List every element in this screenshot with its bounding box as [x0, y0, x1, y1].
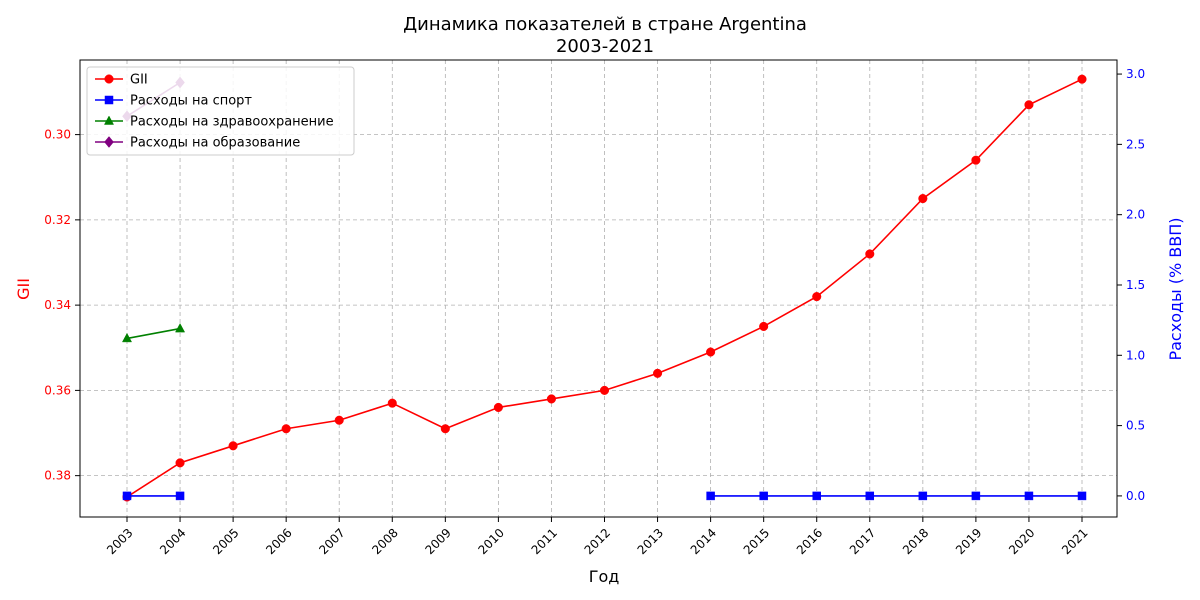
x-tick-label: 2011 [529, 526, 560, 557]
data-point [334, 415, 344, 425]
y-right-tick-label: 2.0 [1126, 208, 1145, 222]
data-point [493, 402, 503, 412]
data-point [1024, 491, 1034, 501]
x-tick-label: 2003 [104, 526, 135, 557]
data-point [865, 249, 875, 259]
legend: GII Расходы на спорт Расходы на здравоохра… [86, 66, 355, 156]
x-axis-label: Год [589, 567, 620, 586]
data-point [175, 323, 186, 333]
legend-label: GII [130, 73, 148, 88]
data-point [759, 491, 768, 501]
legend-label: Расходы на спорт [130, 94, 252, 109]
y-right-tick-label: 3.0 [1126, 67, 1145, 81]
y-right-tick-label: 0.5 [1126, 419, 1145, 433]
legend-marker [104, 74, 114, 84]
x-tick-label: 2005 [210, 526, 241, 557]
data-point [281, 424, 291, 434]
x-tick-label: 2004 [157, 526, 188, 557]
x-tick-label: 2007 [316, 526, 347, 557]
series-2 [121, 323, 186, 343]
x-tick-label: 2019 [953, 526, 984, 557]
data-point [971, 491, 981, 501]
y-right-tick-label: 0.0 [1126, 489, 1145, 503]
x-tick-label: 2015 [741, 526, 772, 557]
y-right-tick-label: 1.5 [1126, 278, 1145, 292]
y-right-tick-label: 2.5 [1126, 137, 1145, 151]
data-point [812, 491, 821, 501]
plot-frame [79, 59, 1118, 518]
legend-box [86, 66, 355, 156]
legend-marker [104, 136, 114, 148]
data-point [1024, 100, 1034, 110]
data-point [546, 394, 556, 404]
legend-marker [104, 95, 114, 105]
x-tick-label: 2017 [847, 526, 878, 557]
y-right-tick-label: 1.0 [1126, 348, 1145, 362]
x-tick-label: 2014 [688, 526, 719, 557]
y-axis-right-label: Расходы (% ВВП) [1166, 217, 1185, 360]
data-point [812, 292, 822, 302]
legend-marker [103, 115, 115, 125]
chart-subtitle: 2003-2021 [556, 36, 654, 57]
data-point [387, 398, 397, 408]
y-left-tick-label: 0.38 [44, 469, 71, 483]
y-left-tick-label: 0.30 [44, 128, 71, 142]
legend-label: Расходы на здравоохранение [130, 115, 334, 130]
data-point [1077, 491, 1087, 501]
legend-item: Расходы на спорт [95, 94, 252, 109]
data-point [121, 332, 133, 343]
data-point [122, 491, 132, 501]
data-point [971, 155, 981, 165]
data-point [653, 368, 663, 378]
data-point [228, 441, 238, 451]
y-left-tick-label: 0.32 [44, 213, 71, 227]
x-tick-label: 2021 [1059, 526, 1090, 557]
x-tick-label: 2016 [794, 526, 825, 557]
data-point [175, 491, 185, 501]
legend-item: GII [95, 73, 148, 88]
x-tick-label: 2010 [475, 526, 506, 557]
data-point [865, 491, 875, 501]
data-point [440, 424, 450, 434]
data-point [918, 491, 928, 501]
data-point [706, 491, 715, 501]
x-tick-label: 2009 [422, 526, 453, 557]
series-1 [122, 491, 1087, 501]
data-point [175, 458, 185, 468]
chart-title: Динамика показателей в стране Argentina [403, 14, 807, 35]
x-tick-label: 2012 [582, 526, 613, 557]
data-point [1077, 74, 1087, 84]
x-tick-label: 2008 [369, 526, 400, 557]
data-point [759, 321, 769, 331]
data-point [599, 385, 610, 395]
legend-item: Расходы на здравоохранение [95, 115, 334, 130]
series-line [126, 327, 181, 340]
y-left-tick-label: 0.36 [44, 383, 71, 397]
legend-item: Расходы на образование [95, 136, 300, 151]
y-left-tick-label: 0.34 [44, 298, 71, 312]
x-tick-label: 2018 [900, 526, 931, 557]
data-point [706, 347, 716, 357]
grid [80, 60, 1117, 517]
data-point [918, 193, 928, 204]
x-tick-label: 2020 [1006, 526, 1037, 557]
x-tick-label: 2013 [635, 526, 666, 557]
y-axis-left-label: GII [14, 278, 33, 300]
legend-label: Расходы на образование [130, 136, 300, 151]
x-tick-label: 2006 [263, 526, 294, 557]
